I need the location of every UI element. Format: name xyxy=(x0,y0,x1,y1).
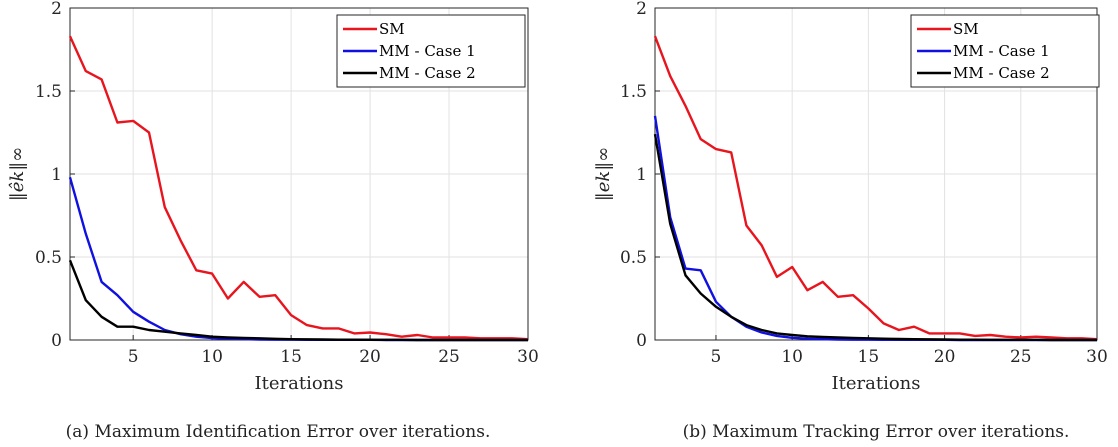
x-tick-label: 5 xyxy=(711,347,722,367)
x-tick-label: 10 xyxy=(201,347,223,367)
chart-panel-a: 5 10 15 20 25 30 0 0.5 1 1.5 2 Iterations ‖êk‖∞ SM MM … xyxy=(7,0,539,442)
y-tick-label: 1 xyxy=(636,165,647,185)
x-tick-label: 5 xyxy=(128,347,139,367)
figure-caption: (a) Maximum Identification Error over it… xyxy=(66,422,491,442)
y-tick-label: 0 xyxy=(51,331,62,351)
x-tick-label: 20 xyxy=(934,347,956,367)
y-tick-label: 1 xyxy=(51,165,62,185)
x-tick-label: 25 xyxy=(1010,347,1032,367)
legend-entry: MM - Case 2 xyxy=(953,64,1050,82)
y-tick-label: 2 xyxy=(51,0,62,19)
y-axis-label: ‖êk‖∞ xyxy=(7,147,28,202)
legend: SM MM - Case 1 MM - Case 2 xyxy=(336,14,526,88)
legend-entry: MM - Case 2 xyxy=(379,64,476,82)
x-tick-label: 20 xyxy=(359,347,381,367)
y-tick-label: 1.5 xyxy=(620,82,647,102)
series-line xyxy=(653,133,1097,342)
x-tick-label: 30 xyxy=(517,347,539,367)
legend: SM MM - Case 1 MM - Case 2 xyxy=(910,14,1100,88)
series-line xyxy=(68,176,528,342)
legend-entry: SM xyxy=(953,20,979,38)
y-tick-label: 0.5 xyxy=(620,248,647,268)
y-tick-label: 0 xyxy=(636,331,647,351)
legend-entry: SM xyxy=(379,20,405,38)
x-tick-label: 30 xyxy=(1086,347,1108,367)
x-tick-label: 25 xyxy=(438,347,460,367)
x-axis-label: Iterations xyxy=(255,373,344,394)
legend-entry: MM - Case 1 xyxy=(379,42,476,60)
series-line xyxy=(653,35,1098,341)
series-line xyxy=(68,35,529,341)
chart-panel-b: 5 10 15 20 25 30 0 0.5 1 1.5 2 Iterations ‖ek‖∞ SM MM … xyxy=(593,0,1108,442)
y-tick-label: 2 xyxy=(636,0,647,19)
y-tick-label: 0.5 xyxy=(35,248,62,268)
series-line xyxy=(68,259,528,342)
x-tick-label: 15 xyxy=(858,347,880,367)
x-axis-label: Iterations xyxy=(832,373,921,394)
y-axis-label: ‖ek‖∞ xyxy=(593,147,614,202)
legend-entry: MM - Case 1 xyxy=(953,42,1050,60)
x-tick-label: 15 xyxy=(280,347,302,367)
y-tick-label: 1.5 xyxy=(35,82,62,102)
x-tick-label: 10 xyxy=(781,347,803,367)
figure-caption: (b) Maximum Tracking Error over iteratio… xyxy=(683,422,1070,442)
